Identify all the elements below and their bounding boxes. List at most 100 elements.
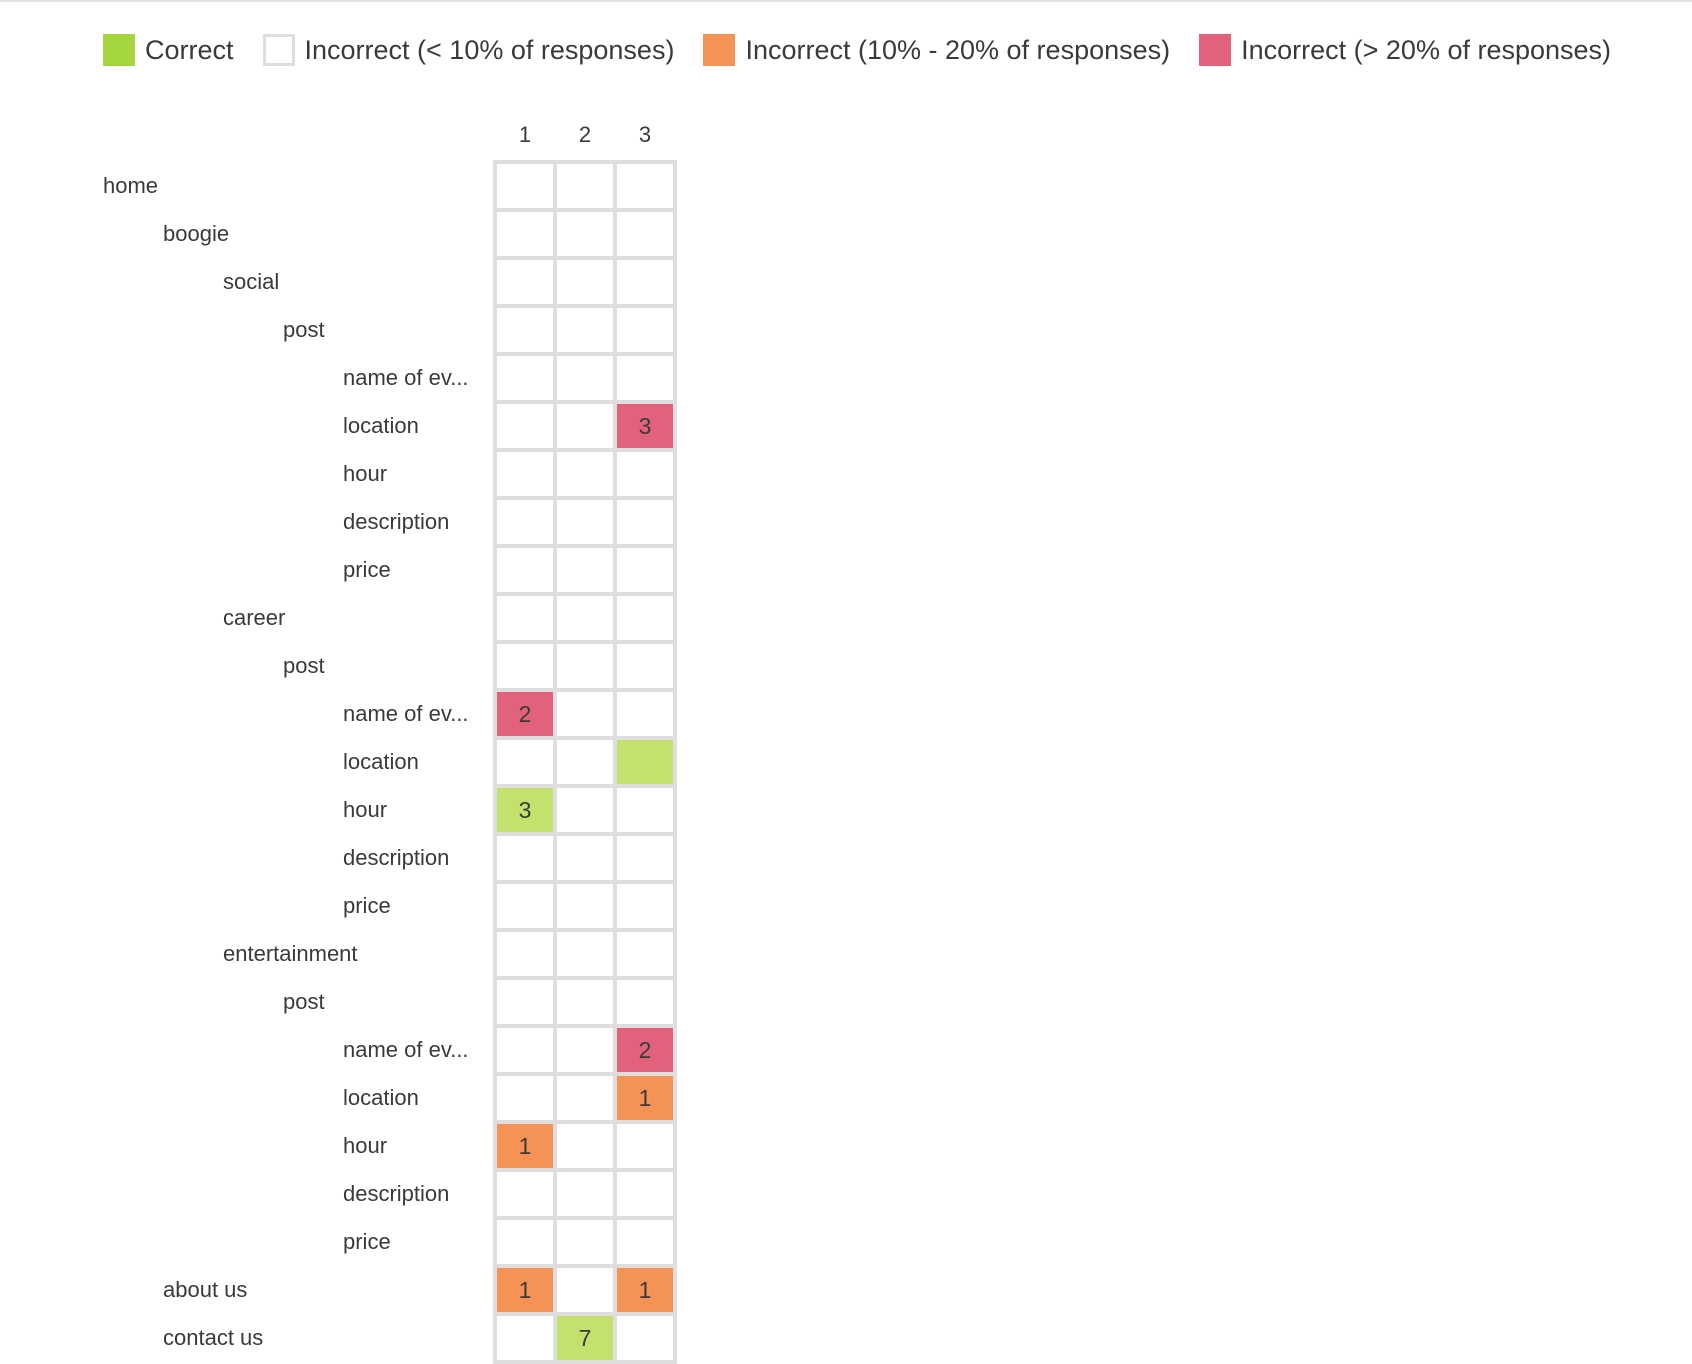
heatmap-cell [497,1028,553,1072]
heatmap-cell [557,308,613,352]
legend-swatch-incorrect-high [1199,34,1232,66]
heatmap-cell: 1 [617,1268,673,1312]
row-label: entertainment [223,941,358,966]
heatmap-cell [617,260,673,304]
legend-label-correct: Correct [145,34,234,65]
heatmap-cell [557,164,613,208]
heatmap-cell [617,1316,673,1360]
heatmap-cell [617,740,673,784]
heatmap-cell [557,500,613,544]
heatmap-cell [557,452,613,496]
legend: Correct Incorrect (< 10% of responses) I… [103,34,1611,66]
heatmap-cell [617,1124,673,1168]
heatmap-cell: 7 [557,1316,613,1360]
heatmap-cell [557,1268,613,1312]
legend-label-incorrect-medium: Incorrect (10% - 20% of responses) [745,34,1171,65]
legend-label-incorrect-high: Incorrect (> 20% of responses) [1241,34,1612,65]
heatmap-cell [617,452,673,496]
heatmap-cell [497,548,553,592]
row-label: price [343,1229,391,1254]
heatmap-cell [497,164,553,208]
heatmap-cell [617,212,673,256]
legend-item-incorrect-low: Incorrect (< 10% of responses) [262,34,675,66]
row-label: post [283,989,325,1014]
heatmap-cell [617,692,673,736]
heatmap-cell [497,404,553,448]
heatmap-cell [557,596,613,640]
row-label: boogie [163,221,230,246]
heatmap-cell [617,356,673,400]
heatmap-cell: 2 [617,1028,673,1072]
heatmap-cell: 2 [497,692,553,736]
heatmap-cell [617,788,673,832]
column-header-3: 3 [638,122,652,147]
row-label: career [223,605,286,630]
row-label: name of ev... [343,1037,469,1062]
heatmap-cell [557,1220,613,1264]
legend-swatch-incorrect-low [262,34,295,66]
heatmap-cell [497,932,553,976]
legend-item-incorrect-high: Incorrect (> 20% of responses) [1199,34,1611,66]
heatmap-cell [557,788,613,832]
legend-label-incorrect-low: Incorrect (< 10% of responses) [304,34,675,65]
heatmap-cell [557,740,613,784]
heatmap-cell [617,932,673,976]
heatmap-cell [497,740,553,784]
heatmap-cell [497,596,553,640]
heatmap-cell [557,932,613,976]
heatmap-cell: 1 [497,1268,553,1312]
heatmap-cell [617,548,673,592]
heatmap-cell [557,1076,613,1120]
row-label: description [343,845,450,870]
column-header-1: 1 [518,122,532,147]
legend-swatch-incorrect-medium [703,34,736,66]
row-label: location [343,1085,419,1110]
heatmap-cell [617,836,673,880]
row-label: description [343,1181,450,1206]
row-label: contact us [163,1325,264,1350]
heatmap-cell [557,548,613,592]
heatmap-cell [497,884,553,928]
row-label: hour [343,797,388,822]
heatmap-cell: 3 [497,788,553,832]
heatmap-cell [617,1172,673,1216]
legend-item-incorrect-medium: Incorrect (10% - 20% of responses) [703,34,1170,66]
column-header-2: 2 [578,122,592,147]
heatmap-cell: 3 [617,404,673,448]
heatmap-cell [617,500,673,544]
row-label: about us [163,1277,248,1302]
heatmap-cell [617,644,673,688]
row-label: hour [343,461,388,486]
heatmap-cell [497,980,553,1024]
top-divider [0,0,1692,2]
heatmap-cell [497,1316,553,1360]
heatmap-cell [617,596,673,640]
heatmap-cell [557,836,613,880]
row-label: location [343,413,419,438]
row-label: hour [343,1133,388,1158]
row-label: post [283,317,325,342]
heatmap-cell: 1 [617,1076,673,1120]
heatmap-cell [497,308,553,352]
heatmap-cell [557,212,613,256]
heatmap-cell [557,1028,613,1072]
heatmap-cell [617,308,673,352]
heatmap-cell [617,164,673,208]
row-label: price [343,893,391,918]
heatmap-cell [497,1220,553,1264]
heatmap-cell [497,452,553,496]
heatmap-cell [557,1172,613,1216]
legend-item-correct: Correct [103,34,234,66]
heatmap-cell [497,260,553,304]
heatmap-cell [497,836,553,880]
heatmap-cell [557,884,613,928]
row-label: social [223,269,280,294]
heatmap-cell [617,980,673,1024]
row-label: name of ev... [343,701,469,726]
heatmap-cell [557,644,613,688]
heatmap-cell [557,356,613,400]
heatmap-cell [557,980,613,1024]
row-label: location [343,749,419,774]
heatmap-cell [497,212,553,256]
heatmap-cell [497,644,553,688]
